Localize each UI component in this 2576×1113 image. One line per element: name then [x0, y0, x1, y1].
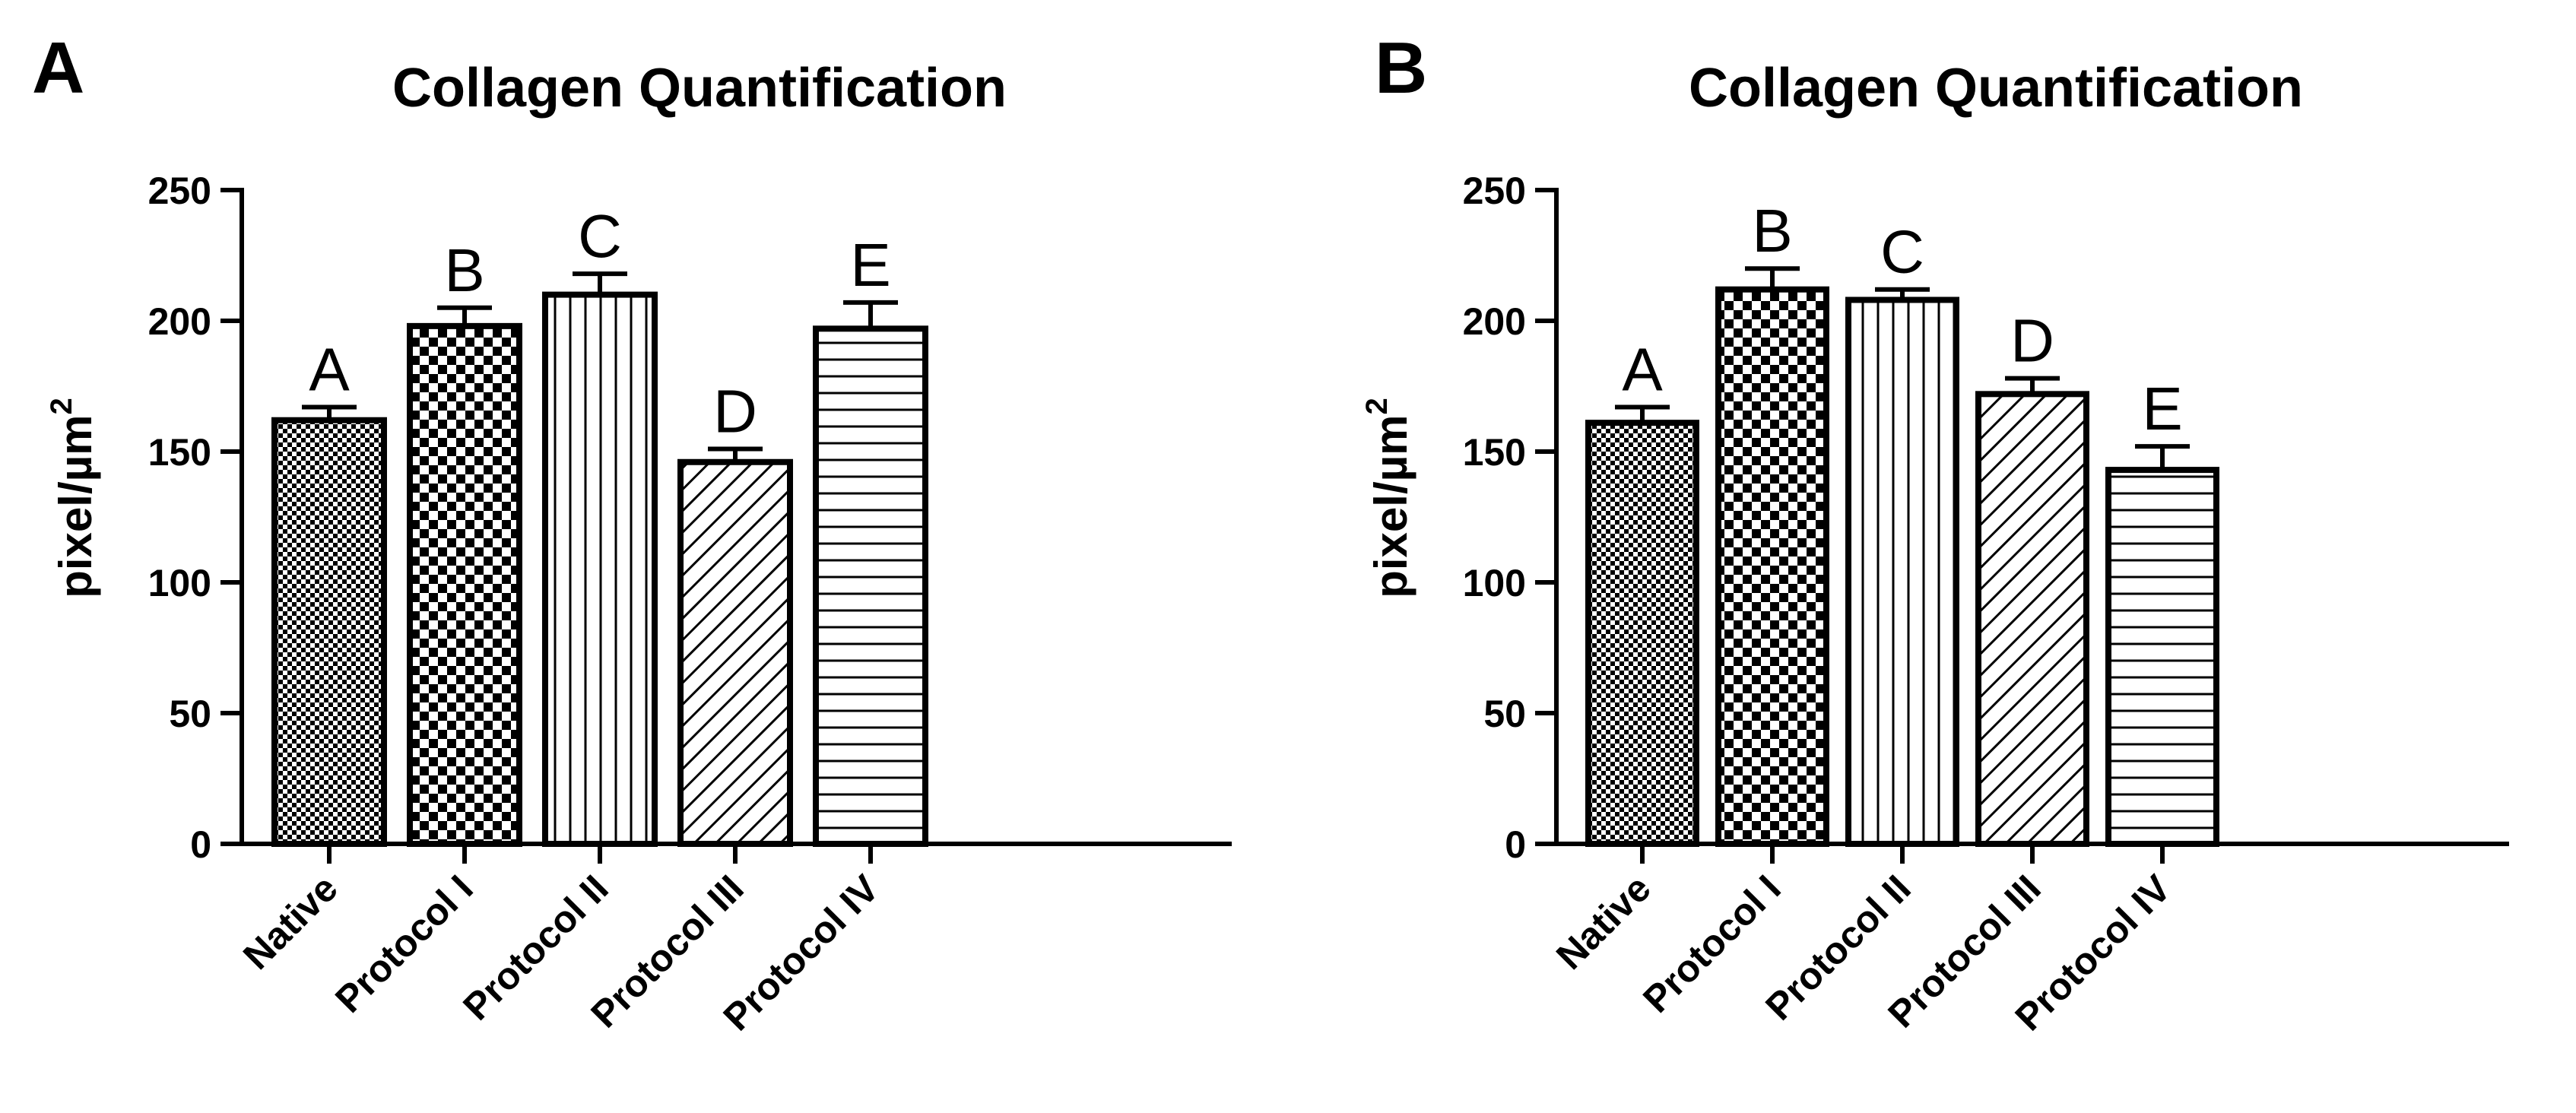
panel-b-y-tick-label: 150	[1463, 431, 1526, 474]
panel-a-significance-letter: C	[578, 202, 622, 270]
panel-b-significance-letter: C	[1880, 218, 1924, 286]
panel-a-y-tick-label: 200	[148, 300, 211, 343]
panel-a-significance-letter: B	[444, 236, 484, 304]
panel-b-bar-protocol-iii	[1975, 391, 2089, 847]
panel-b-y-tick-label: 50	[1483, 693, 1526, 735]
panel-b-significance-letter: B	[1752, 197, 1792, 265]
panel-a-bar-native	[271, 417, 387, 847]
panel-a-bar-protocol-i	[407, 322, 522, 847]
panel-a-letter: A	[32, 27, 84, 109]
panel-b-significance-letter: A	[1622, 336, 1663, 404]
panel-b-y-tick-label: 0	[1505, 823, 1526, 866]
panel-b-x-tick-label: Native	[1548, 867, 1659, 978]
panel-a-title: Collagen Quantification	[392, 58, 1007, 119]
panel-b-bar-native	[1585, 420, 1699, 847]
panel-a-y-tick-label: 150	[148, 431, 211, 474]
panel-a-y-tick-label: 100	[148, 562, 211, 604]
panel-b-y-tick-label: 100	[1463, 562, 1526, 604]
panel-a-bar-protocol-iii	[677, 458, 793, 847]
panel-a-y-tick-label: 50	[169, 693, 211, 735]
panel-b-letter: B	[1375, 27, 1427, 109]
panel-b: B Collagen Quantification pixel/µm2 0 50 1…	[1360, 27, 2509, 1038]
panel-b-significance-letter: D	[2010, 307, 2054, 375]
panel-b-bar-protocol-iv	[2105, 467, 2219, 848]
panel-b-title: Collagen Quantification	[1689, 58, 2303, 119]
panel-b-bar-protocol-i	[1715, 286, 1829, 848]
panel-a-bar-protocol-ii	[542, 291, 658, 848]
panel-a-y-tick-label: 0	[190, 823, 211, 866]
panel-a-y-tick-label: 250	[148, 170, 211, 212]
panel-b-y-tick-label: 200	[1463, 300, 1526, 343]
panel-b-significance-letter: E	[2142, 375, 2182, 442]
panel-a-significance-letter: D	[713, 378, 757, 446]
panel-a: A Collagen Quantification pixel/µm2 0 50 1…	[32, 27, 1232, 1038]
panel-b-y-tick-label: 250	[1463, 170, 1526, 212]
panel-b-y-axis-label: pixel/µm2	[1360, 398, 1416, 598]
panel-a-bar-protocol-iv	[813, 325, 928, 847]
panel-a-x-tick-label: Native	[235, 867, 346, 978]
panel-a-significance-letter: A	[309, 336, 350, 404]
panel-a-y-axis-label: pixel/µm2	[45, 398, 101, 598]
panel-b-bar-protocol-ii	[1845, 296, 1959, 848]
panel-a-significance-letter: E	[850, 231, 890, 299]
